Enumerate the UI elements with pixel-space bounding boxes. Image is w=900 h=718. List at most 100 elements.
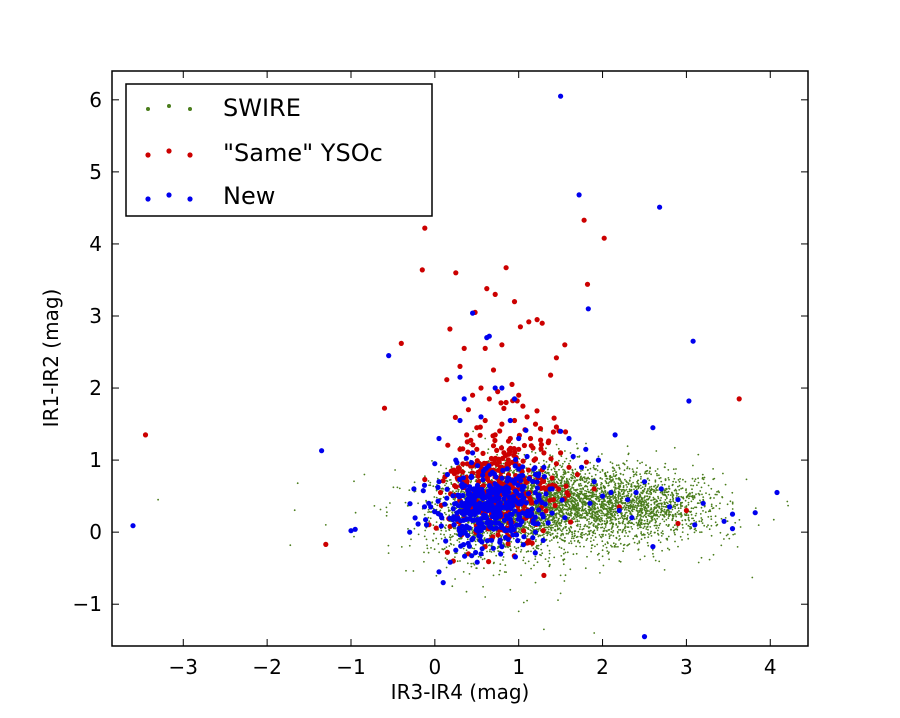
data-point xyxy=(601,514,603,517)
data-point xyxy=(578,498,581,501)
data-point xyxy=(574,500,577,502)
data-point xyxy=(727,533,729,536)
data-point xyxy=(629,511,632,514)
data-point xyxy=(559,574,562,577)
data-point xyxy=(570,473,573,476)
data-point xyxy=(633,473,636,476)
data-point xyxy=(690,507,693,510)
data-point xyxy=(615,497,617,499)
data-point xyxy=(719,531,722,534)
data-point xyxy=(641,508,644,510)
data-point xyxy=(590,544,593,547)
data-point xyxy=(526,473,529,475)
data-point xyxy=(654,484,657,487)
data-point xyxy=(539,527,541,530)
data-point xyxy=(470,480,473,483)
data-point xyxy=(663,520,666,523)
data-point xyxy=(629,519,631,522)
data-point xyxy=(660,497,662,499)
data-point xyxy=(536,561,539,564)
data-point xyxy=(470,562,473,565)
data-point xyxy=(630,526,633,528)
data-point xyxy=(623,535,626,537)
data-point xyxy=(606,520,609,523)
data-point xyxy=(571,533,574,536)
data-point xyxy=(427,508,430,511)
data-point xyxy=(631,468,634,470)
data-point xyxy=(580,532,583,534)
data-point xyxy=(594,473,597,476)
data-point xyxy=(587,495,590,498)
data-point xyxy=(609,498,611,500)
data-point xyxy=(604,526,607,528)
data-point xyxy=(576,520,579,523)
data-point xyxy=(654,559,657,562)
data-point xyxy=(574,509,577,512)
data-point xyxy=(532,497,534,500)
data-point xyxy=(694,506,696,509)
data-point xyxy=(445,482,448,485)
data-point xyxy=(551,519,554,522)
data-point xyxy=(709,510,712,513)
data-point xyxy=(695,521,698,523)
data-point xyxy=(695,529,697,532)
data-point xyxy=(617,498,620,500)
data-point xyxy=(572,494,575,497)
data-point xyxy=(663,501,666,504)
data-point xyxy=(665,518,668,521)
data-point xyxy=(608,551,610,554)
data-point xyxy=(598,503,601,506)
data-point xyxy=(565,508,567,511)
data-point xyxy=(485,486,488,489)
data-point xyxy=(583,497,585,500)
data-point xyxy=(652,552,654,555)
data-point xyxy=(710,534,713,537)
data-point xyxy=(517,452,520,455)
data-point xyxy=(619,500,622,503)
data-point xyxy=(702,510,704,512)
data-point xyxy=(668,515,670,518)
data-point xyxy=(614,486,617,489)
data-point xyxy=(619,488,621,491)
data-point xyxy=(659,514,662,516)
data-point xyxy=(464,552,466,554)
data-point xyxy=(522,525,525,527)
data-point xyxy=(673,505,675,508)
data-point xyxy=(484,437,487,440)
data-point xyxy=(619,529,622,531)
data-point xyxy=(703,505,706,508)
data-point xyxy=(601,478,603,480)
data-point xyxy=(680,512,682,514)
data-point xyxy=(527,526,529,529)
data-point xyxy=(647,536,650,538)
data-point xyxy=(445,467,448,470)
data-point xyxy=(579,535,582,538)
data-point xyxy=(691,488,693,491)
data-point xyxy=(444,536,446,539)
data-point xyxy=(611,495,614,498)
data-point xyxy=(571,468,574,471)
data-point xyxy=(684,518,687,521)
data-point xyxy=(596,516,599,519)
data-point xyxy=(715,524,718,527)
data-point xyxy=(689,527,691,530)
data-point xyxy=(554,495,556,498)
data-point xyxy=(725,534,728,537)
data-point xyxy=(650,503,653,506)
data-point xyxy=(656,503,659,506)
data-point xyxy=(575,545,577,548)
data-point xyxy=(451,511,453,514)
data-point xyxy=(555,443,558,446)
data-point xyxy=(561,487,564,490)
data-point xyxy=(530,488,532,491)
data-point xyxy=(611,466,614,469)
data-point xyxy=(627,506,630,509)
data-point xyxy=(436,504,439,507)
data-point xyxy=(565,532,568,535)
data-point xyxy=(552,473,554,475)
data-point xyxy=(621,517,624,519)
data-point xyxy=(678,484,681,487)
data-point xyxy=(638,499,641,502)
data-point xyxy=(442,548,445,551)
data-point xyxy=(566,551,569,554)
